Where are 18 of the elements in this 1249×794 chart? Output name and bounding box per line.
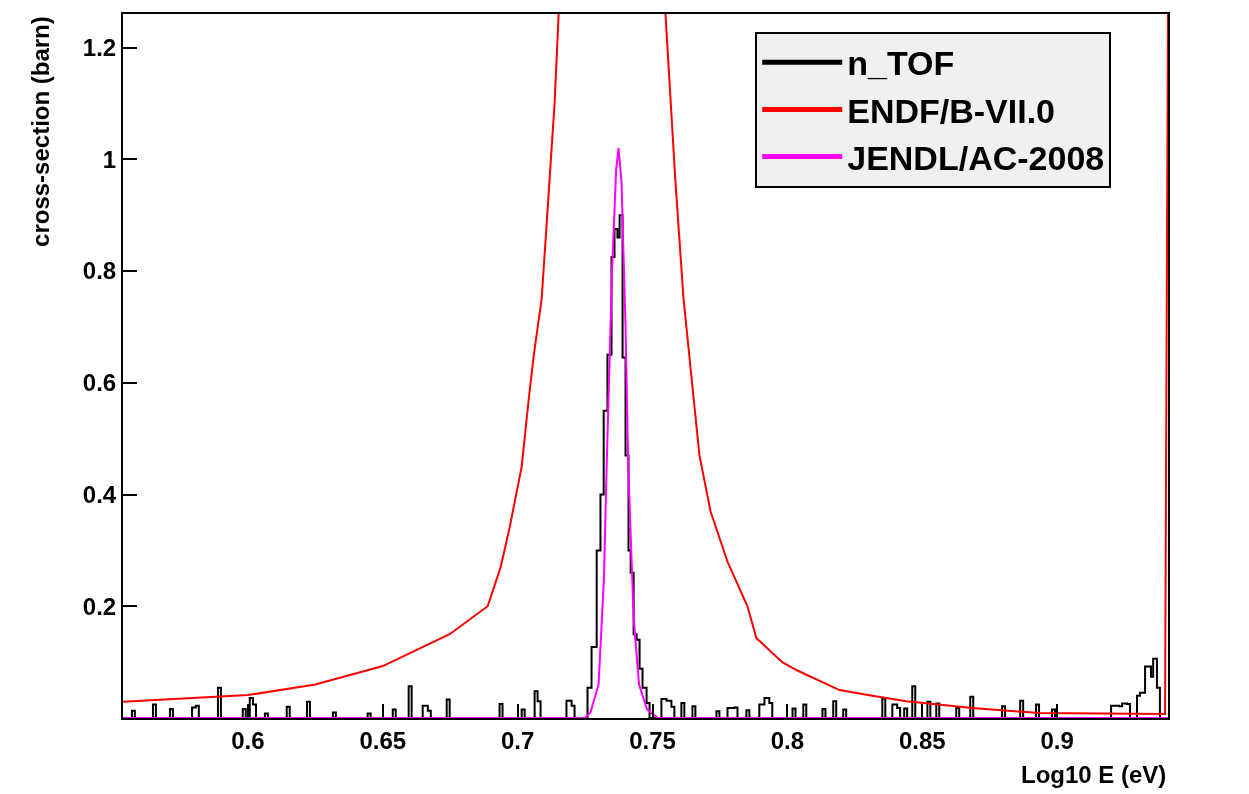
x-axis-title: Log10 E (eV) <box>1021 761 1167 788</box>
y-tick-label: 1.2 <box>82 33 117 61</box>
x-tick-label: 0.6 <box>231 726 265 754</box>
legend-label: ENDF/B-VII.0 <box>847 91 1056 130</box>
y-tick-label: 0.4 <box>82 480 117 508</box>
legend-label: JENDL/AC-2008 <box>847 138 1105 177</box>
y-tick-label: 1 <box>102 145 117 173</box>
y-tick-label: 0.6 <box>82 369 117 397</box>
x-tick-label: 0.9 <box>1040 726 1074 754</box>
x-tick-label: 0.65 <box>359 726 407 754</box>
x-tick-label: 0.7 <box>500 726 535 754</box>
y-tick-label: 0.2 <box>82 592 117 620</box>
x-tick-label: 0.8 <box>770 726 805 754</box>
legend-label: n_TOF <box>847 44 955 83</box>
x-tick-label: 0.75 <box>629 726 676 754</box>
y-axis-title: cross-section (barn) <box>26 16 54 247</box>
y-tick-label: 0.8 <box>82 257 117 285</box>
x-tick-label: 0.85 <box>898 726 946 754</box>
